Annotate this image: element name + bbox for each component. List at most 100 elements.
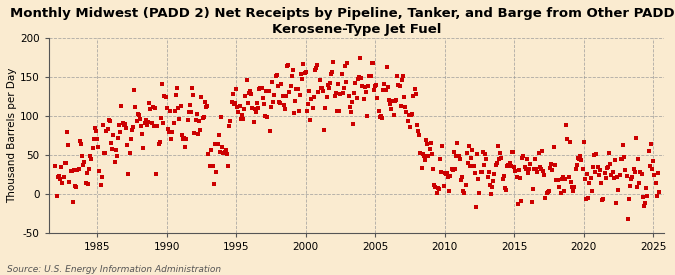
Point [466,156,477,160]
Point [132,112,143,116]
Point [130,105,141,110]
Point [416,165,427,170]
Point [427,152,437,156]
Point [350,81,361,85]
Point [541,191,552,195]
Point [105,119,115,123]
Point [624,184,635,188]
Point [142,120,153,125]
Point [331,108,342,113]
Point [147,104,158,109]
Point [429,183,439,187]
Point [373,109,384,113]
Point [379,82,390,86]
Point [510,169,520,174]
Point [310,68,321,72]
Point [71,185,82,189]
Point [255,86,266,90]
Point [123,172,134,177]
Point [566,179,576,184]
Point [265,104,276,109]
Point [217,144,227,149]
Point [68,199,78,204]
Point [375,115,385,119]
Point [225,119,236,123]
Point [140,118,151,123]
Point [504,161,515,166]
Point [388,113,399,117]
Point [306,97,317,101]
Point [233,109,244,114]
Point [616,156,626,161]
Point [108,132,119,137]
Point [589,153,599,158]
Point [585,176,596,180]
Point [370,84,381,89]
Point [464,144,475,148]
Point [279,107,290,111]
Point [234,103,245,108]
Point [412,123,423,127]
Point [437,144,448,148]
Point [369,88,379,93]
Point [509,165,520,169]
Point [598,196,609,201]
Point [351,96,362,101]
Point [601,166,612,170]
Point [343,94,354,98]
Point [198,115,209,120]
Point [511,175,522,180]
Point [408,94,418,98]
Point [184,110,194,114]
Point [286,74,297,78]
Point [93,144,104,149]
Point [176,133,187,137]
Point [634,181,645,185]
Point [458,189,468,193]
Point [55,177,65,181]
Point [66,169,77,174]
Point [410,92,421,96]
Point [538,169,549,173]
Point [444,189,455,194]
Point [493,144,504,148]
Point [73,167,84,171]
Point [457,175,468,179]
Point [446,166,457,171]
Point [386,107,397,112]
Point [629,170,640,174]
Point [102,127,113,131]
Point [396,104,406,108]
Point [99,151,109,155]
Point [569,185,580,189]
Point [190,118,201,122]
Point [249,107,260,111]
Point [537,149,547,154]
Point [642,194,653,198]
Point [142,123,153,127]
Point [428,167,439,172]
Point [493,156,504,161]
Point [204,164,215,168]
Point [551,178,562,182]
Point [276,82,287,86]
Point [579,177,590,182]
Point [363,84,374,88]
Point [404,125,415,129]
Point [297,77,308,81]
Point [412,129,423,133]
Point [364,73,375,78]
Point [400,105,410,109]
Point [418,154,429,158]
Point [314,78,325,82]
Point [146,120,157,125]
Point [291,87,302,92]
Point [89,126,100,131]
Point [423,154,434,158]
Point [169,109,180,113]
Point [431,191,442,195]
Point [394,84,405,89]
Point [404,113,414,117]
Point [477,150,488,154]
Point [152,124,163,128]
